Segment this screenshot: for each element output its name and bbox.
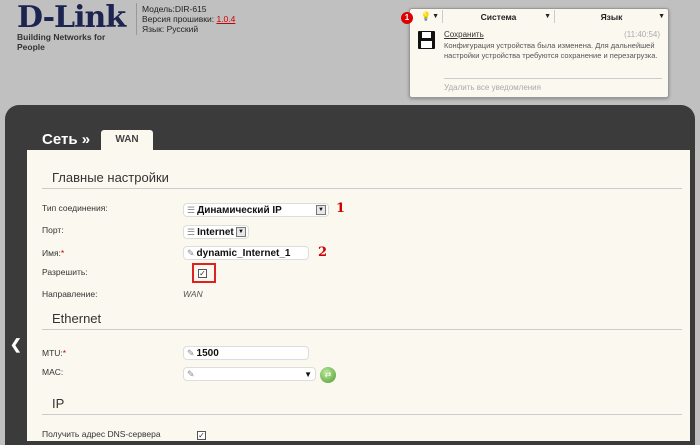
- section-main-settings: Главные настройки: [42, 170, 682, 189]
- pencil-icon: ✎: [187, 347, 195, 358]
- dlink-logo: D-Link Building Networks for People: [17, 0, 129, 53]
- menu-language[interactable]: Язык ▼: [600, 11, 665, 22]
- notification-panel: 💡 ▼ Система ▼ Язык ▼ Сохранить (11:40:54) К…: [409, 8, 669, 98]
- pencil-icon: ✎: [187, 368, 195, 379]
- top-menu: 💡 ▼ Система ▼ Язык ▼: [410, 10, 668, 23]
- dns-auto-checkbox[interactable]: ✓: [197, 431, 206, 440]
- mac-combobox[interactable]: ✎ ▼: [183, 367, 316, 381]
- annotation-number: 1: [336, 201, 346, 216]
- divider: [136, 3, 137, 35]
- lightbulb-icon: 💡: [420, 11, 432, 21]
- name-label: Имя:: [42, 248, 61, 258]
- logo-text: D-Link: [17, 0, 126, 35]
- mtu-label: MTU:: [42, 348, 63, 358]
- mac-label: MAC:: [42, 367, 64, 377]
- highlight-box: [192, 263, 216, 283]
- port-select[interactable]: ☰ Internet ▼: [183, 225, 249, 239]
- dropdown-arrow-icon: ▼: [304, 369, 312, 379]
- clear-notifications-link[interactable]: Удалить все уведомления: [444, 83, 541, 92]
- name-input[interactable]: ✎ dynamic_Internet_1: [183, 246, 309, 260]
- save-link[interactable]: Сохранить: [444, 30, 484, 39]
- section-ethernet: Ethernet: [42, 311, 682, 330]
- list-icon: ☰: [187, 226, 196, 237]
- logo-tagline: Building Networks for People: [17, 32, 106, 52]
- firmware-version-link[interactable]: 1.0.4: [216, 14, 236, 24]
- required-asterisk: *: [60, 248, 65, 258]
- language-info: Язык: Русский: [142, 24, 199, 34]
- collapse-menu-arrow-icon[interactable]: ❮: [10, 336, 22, 352]
- chevron-down-icon: ▼: [432, 13, 439, 20]
- device-info: Модель:DIR-615 Версия прошивки: 1.0.4 Яз…: [142, 4, 235, 34]
- clone-mac-button[interactable]: ⇄: [320, 367, 336, 383]
- notification-count-badge: 1: [401, 12, 413, 24]
- connection-type-label: Тип соединения:: [42, 203, 108, 213]
- connection-type-select[interactable]: ☰ Динамический IP ▼: [183, 203, 329, 217]
- dropdown-arrow-icon: ▼: [236, 227, 246, 237]
- dropdown-arrow-icon: ▼: [316, 205, 326, 215]
- annotation-number: 2: [318, 245, 328, 260]
- port-label: Порт:: [42, 225, 64, 235]
- model: Модель:DIR-615: [142, 4, 207, 14]
- section-ip: IP: [42, 396, 682, 415]
- tab-wan[interactable]: WAN: [101, 130, 153, 152]
- direction-label: Направление:: [42, 289, 98, 299]
- pencil-icon: ✎: [187, 247, 195, 258]
- direction-value: WAN: [183, 289, 203, 299]
- divider: [444, 78, 662, 79]
- save-floppy-icon[interactable]: [418, 31, 435, 49]
- notification-message: Конфигурация устройства была изменена. Д…: [444, 41, 658, 60]
- notification-time: (11:40:54): [624, 30, 660, 39]
- required-asterisk: *: [62, 348, 67, 358]
- notifications-menu[interactable]: 💡 ▼: [410, 10, 443, 23]
- list-icon: ☰: [187, 204, 196, 215]
- mtu-input[interactable]: ✎ 1500: [183, 346, 309, 360]
- enable-checkbox[interactable]: ✓: [198, 269, 207, 278]
- chevron-down-icon: ▼: [658, 13, 665, 20]
- enable-label: Разрешить:: [42, 267, 88, 277]
- content-area: [27, 150, 690, 441]
- chevron-down-icon: ▼: [544, 13, 551, 20]
- dns-auto-label: Получить адрес DNS-сервера: [42, 429, 161, 439]
- firmware-label: Версия прошивки:: [142, 14, 215, 24]
- menu-system[interactable]: Система ▼: [443, 10, 555, 23]
- breadcrumb[interactable]: Сеть »: [42, 131, 91, 148]
